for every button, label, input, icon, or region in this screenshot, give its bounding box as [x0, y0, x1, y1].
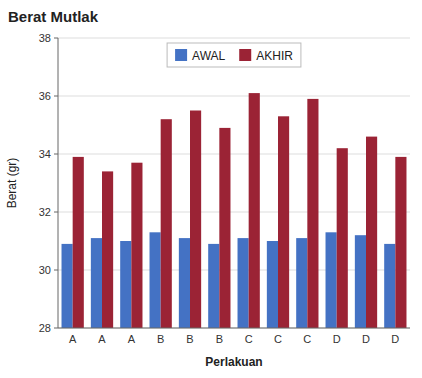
x-tick-label: A: [98, 333, 106, 345]
x-tick-label: B: [157, 333, 164, 345]
bar: [150, 232, 161, 328]
chart: Berat Mutlak 28 30 32 34 36 38 A A A B B B C C C D D D Perl…: [0, 0, 422, 378]
bar: [296, 238, 307, 328]
y-axis-label: Berat (gr): [5, 158, 19, 209]
y-tick: [54, 96, 58, 97]
x-tick-label: C: [245, 333, 253, 345]
x-tick-label: B: [216, 333, 223, 345]
bar: [267, 241, 278, 328]
y-tick: [54, 328, 58, 329]
grid-line: [58, 154, 410, 155]
bar: [73, 157, 84, 328]
grid-line: [58, 38, 410, 39]
x-tick-label: D: [362, 333, 370, 345]
bar: [278, 116, 289, 328]
bar: [366, 137, 377, 328]
legend: AWAL AKHIR: [167, 43, 301, 67]
bar: [102, 171, 113, 328]
bar: [62, 244, 73, 328]
x-tick-label: D: [333, 333, 341, 345]
grid-line: [58, 96, 410, 97]
grid: [58, 38, 410, 328]
x-tick-label: C: [303, 333, 311, 345]
legend-swatch: [175, 49, 187, 61]
x-tick-label: D: [391, 333, 399, 345]
y-tick-label: 28: [39, 322, 51, 334]
bar: [249, 93, 260, 328]
x-tick-label: A: [69, 333, 77, 345]
x-tick-label: C: [274, 333, 282, 345]
y-tick: [54, 270, 58, 271]
bars: [62, 93, 407, 328]
bar: [307, 99, 318, 328]
bar: [179, 238, 190, 328]
y-tick-label: 36: [39, 90, 51, 102]
x-axis-label: Perlakuan: [205, 355, 262, 369]
bar: [91, 238, 102, 328]
x-axis-line: [58, 328, 410, 329]
bar: [395, 157, 406, 328]
legend-box: [167, 43, 301, 67]
y-axis-line: [58, 38, 59, 328]
bar: [190, 111, 201, 329]
y-tick: [54, 212, 58, 213]
y-tick-label: 32: [39, 206, 51, 218]
bar: [161, 119, 172, 328]
y-tick-label: 38: [39, 32, 51, 44]
chart-container: Berat Mutlak 28 30 32 34 36 38 A A A B B B C C C D D D Perl…: [0, 0, 422, 378]
bar: [384, 244, 395, 328]
x-tick-label: A: [128, 333, 136, 345]
bar: [337, 148, 348, 328]
legend-swatch: [239, 49, 251, 61]
grid-line: [58, 328, 410, 329]
y-tick: [54, 154, 58, 155]
bar: [219, 128, 230, 328]
y-tick: [54, 38, 58, 39]
legend-label: AWAL: [192, 49, 225, 63]
bar: [238, 238, 249, 328]
y-tick-label: 34: [39, 148, 51, 160]
bar: [326, 232, 337, 328]
x-tick-label: B: [186, 333, 193, 345]
bar: [131, 163, 142, 328]
title: Berat Mutlak: [8, 8, 99, 25]
legend-label: AKHIR: [256, 49, 293, 63]
bar: [355, 235, 366, 328]
bar: [120, 241, 131, 328]
y-tick-label: 30: [39, 264, 51, 276]
bar: [208, 244, 219, 328]
